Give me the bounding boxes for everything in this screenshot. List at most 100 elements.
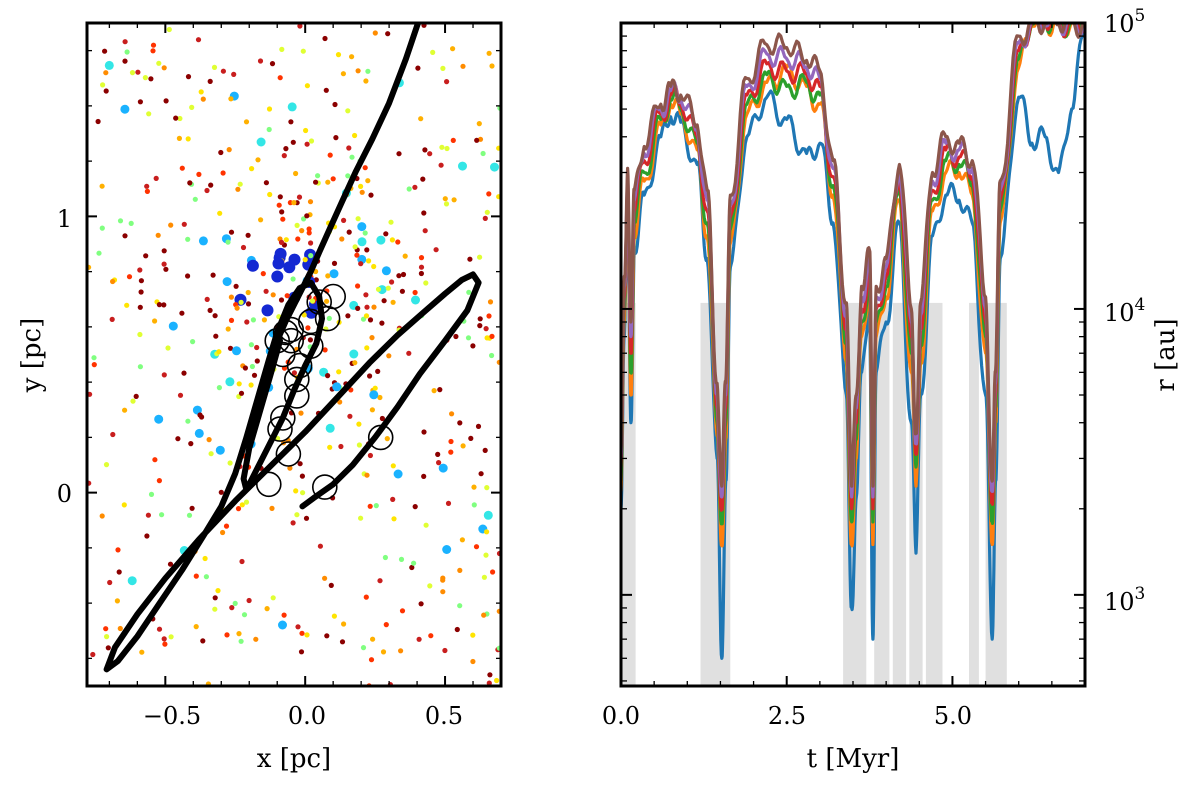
star-point bbox=[381, 266, 391, 276]
star-point bbox=[236, 631, 242, 637]
star-point bbox=[175, 436, 181, 442]
left-ytick-label-1: 1 bbox=[57, 205, 72, 233]
star-point bbox=[208, 451, 214, 457]
star-point bbox=[421, 429, 427, 435]
star-point bbox=[384, 436, 390, 442]
star-point bbox=[297, 461, 303, 467]
star-point bbox=[365, 68, 371, 74]
star-point bbox=[91, 362, 97, 368]
star-point bbox=[186, 512, 193, 518]
star-point bbox=[99, 225, 105, 231]
right-panel: 0.0 2.5 5.0 105 104 103 t [Myr] r [au] bbox=[602, 6, 1181, 774]
star-point bbox=[290, 520, 296, 526]
star-point bbox=[306, 230, 312, 236]
star-point bbox=[490, 569, 496, 575]
star-point bbox=[329, 269, 339, 279]
star-point bbox=[168, 222, 174, 228]
star-point bbox=[422, 147, 428, 153]
star-point bbox=[363, 594, 369, 600]
star-point bbox=[144, 183, 150, 189]
star-point bbox=[226, 147, 232, 153]
star-point bbox=[122, 233, 128, 239]
star-point bbox=[388, 219, 394, 225]
encounter-circle bbox=[275, 441, 302, 467]
star-point bbox=[400, 271, 407, 278]
encounter-circle bbox=[278, 316, 305, 343]
star-point bbox=[148, 76, 154, 82]
star-point bbox=[143, 253, 149, 259]
star-point bbox=[390, 299, 396, 305]
star-point bbox=[102, 48, 108, 54]
star-point bbox=[192, 405, 202, 415]
star-point bbox=[427, 151, 433, 157]
star-point bbox=[168, 634, 174, 640]
star-point bbox=[385, 285, 391, 291]
star-point bbox=[133, 393, 139, 399]
star-point bbox=[449, 411, 455, 417]
right-ytick-label-1: 104 bbox=[1104, 295, 1145, 327]
star-point bbox=[377, 394, 383, 401]
star-point bbox=[471, 502, 477, 508]
star-point bbox=[269, 61, 276, 67]
star-point bbox=[315, 173, 321, 179]
star-point bbox=[325, 423, 335, 433]
star-point bbox=[200, 638, 206, 644]
star-point bbox=[393, 469, 403, 479]
star-point bbox=[91, 355, 97, 361]
star-point bbox=[248, 342, 254, 348]
star-point bbox=[196, 171, 202, 177]
star-point bbox=[228, 317, 235, 323]
star-point bbox=[225, 239, 231, 245]
star-point bbox=[375, 368, 381, 374]
star-point bbox=[439, 144, 445, 150]
right-ytick-exp-0: 5 bbox=[1135, 6, 1146, 26]
star-point bbox=[458, 161, 467, 171]
left-ytick-label-0: 0 bbox=[57, 480, 72, 508]
encounter-circle bbox=[255, 471, 282, 498]
encounter-circle bbox=[283, 383, 310, 409]
star-point bbox=[300, 48, 306, 54]
star-point bbox=[249, 363, 255, 370]
star-point bbox=[391, 516, 397, 522]
encounter-circle bbox=[311, 474, 338, 500]
star-point bbox=[244, 319, 250, 325]
star-point bbox=[274, 247, 287, 260]
star-point bbox=[356, 442, 362, 448]
star-point bbox=[284, 293, 290, 299]
star-point bbox=[339, 639, 346, 645]
star-point bbox=[129, 70, 136, 76]
star-point bbox=[477, 254, 483, 260]
star-point bbox=[363, 292, 369, 298]
star-point bbox=[372, 30, 378, 36]
star-point bbox=[307, 199, 314, 205]
star-point bbox=[135, 69, 141, 75]
star-point bbox=[421, 210, 427, 216]
right-x-axis-label: t [Myr] bbox=[807, 744, 900, 774]
star-point bbox=[283, 237, 289, 243]
star-point bbox=[357, 222, 367, 232]
star-point bbox=[450, 46, 456, 52]
star-point bbox=[254, 358, 260, 364]
star-point bbox=[237, 181, 243, 187]
left-x-axis-label: x [pc] bbox=[257, 744, 331, 774]
star-point bbox=[396, 273, 402, 279]
star-point bbox=[181, 221, 187, 227]
star-point bbox=[187, 180, 193, 186]
star-point bbox=[281, 612, 287, 618]
star-point bbox=[324, 298, 330, 304]
star-point bbox=[333, 135, 339, 141]
star-point bbox=[162, 641, 168, 647]
star-point bbox=[179, 310, 185, 316]
star-point bbox=[121, 502, 127, 508]
star-point bbox=[390, 463, 396, 469]
star-point bbox=[220, 170, 226, 176]
star-point bbox=[278, 239, 285, 245]
star-point bbox=[354, 252, 360, 258]
star-point bbox=[154, 414, 164, 424]
encounter-circle bbox=[269, 405, 296, 431]
star-point bbox=[240, 244, 247, 251]
star-point bbox=[195, 37, 202, 43]
star-point bbox=[370, 636, 376, 642]
star-point bbox=[381, 298, 387, 304]
